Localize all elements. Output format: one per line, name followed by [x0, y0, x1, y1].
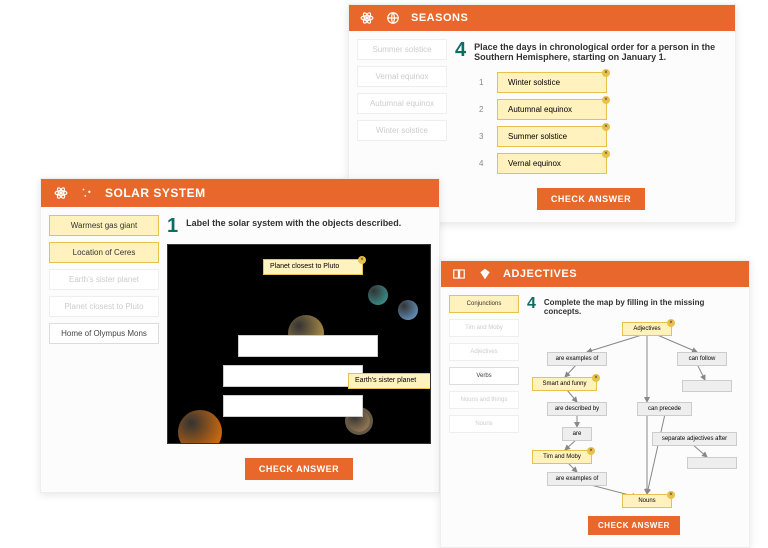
- adjectives-question-row: 4 Complete the map by filling in the mis…: [527, 295, 741, 316]
- sidebar-item[interactable]: Vernal equinox: [357, 66, 447, 87]
- sidebar-item[interactable]: Autumnal equinox: [357, 93, 447, 114]
- planet: [368, 285, 388, 305]
- question-text: Complete the map by filling in the missi…: [544, 295, 741, 316]
- dropzone[interactable]: Planet closest to Pluto×: [263, 259, 363, 275]
- sidebar-item[interactable]: Verbs: [449, 367, 519, 385]
- check-answer-button[interactable]: CHECK ANSWER: [245, 458, 353, 480]
- solar-header: SOLAR SYSTEM: [41, 179, 439, 207]
- sidebar-item[interactable]: Conjunctions: [449, 295, 519, 313]
- check-answer-button[interactable]: CHECK ANSWER: [537, 188, 645, 210]
- sidebar-item[interactable]: Tim and Moby: [449, 319, 519, 337]
- solar-sidebar: Warmest gas giant Location of Ceres Earth'…: [49, 215, 159, 484]
- concept-node: are examples of: [547, 352, 607, 366]
- concept-node[interactable]: Tim and Moby×: [532, 450, 592, 464]
- remove-icon[interactable]: ×: [667, 491, 675, 499]
- atom-icon: [53, 185, 69, 201]
- planet: [398, 300, 418, 320]
- sidebar-item[interactable]: Adjectives: [449, 343, 519, 361]
- sidebar-item[interactable]: Summer solstice: [357, 39, 447, 60]
- seasons-order-list: 1 Winter solstice× 2 Autumnal equinox× 3 Summ…: [479, 72, 727, 174]
- adjectives-header: ADJECTIVES: [441, 261, 749, 287]
- order-slot[interactable]: Vernal equinox×: [497, 153, 607, 174]
- order-slot[interactable]: Autumnal equinox×: [497, 99, 607, 120]
- dropzone[interactable]: [238, 335, 378, 357]
- solar-question-row: 1 Label the solar system with the object…: [167, 215, 431, 238]
- sparkle-icon: [79, 185, 95, 201]
- order-row: 4 Vernal equinox×: [479, 153, 727, 174]
- concept-node[interactable]: Nouns×: [622, 494, 672, 508]
- concept-node: can precede: [637, 402, 692, 416]
- planet: [178, 410, 222, 444]
- adjectives-panel: ADJECTIVES Conjunctions Tim and Moby Adjec…: [440, 260, 750, 548]
- concept-node: can follow: [677, 352, 727, 366]
- seasons-question-row: 4 Place the days in chronological order …: [455, 39, 727, 62]
- remove-icon[interactable]: ×: [592, 374, 600, 382]
- sidebar-item[interactable]: Nouns and things: [449, 391, 519, 409]
- dropzone[interactable]: Earth's sister planet×: [348, 373, 431, 389]
- book-icon: [451, 266, 467, 282]
- order-row: 3 Summer solstice×: [479, 126, 727, 147]
- order-number: 3: [479, 132, 487, 141]
- concept-node[interactable]: [687, 457, 737, 469]
- order-slot[interactable]: Winter solstice×: [497, 72, 607, 93]
- order-row: 1 Winter solstice×: [479, 72, 727, 93]
- seasons-main: 4 Place the days in chronological order …: [455, 39, 727, 214]
- atom-icon: [359, 10, 375, 26]
- concept-node: are: [562, 427, 592, 441]
- concept-node: are examples of: [547, 472, 607, 486]
- adjectives-sidebar: Conjunctions Tim and Moby Adjectives Verbs N…: [449, 295, 519, 539]
- sidebar-item[interactable]: Winter solstice: [357, 120, 447, 141]
- sidebar-item[interactable]: Warmest gas giant: [49, 215, 159, 236]
- sidebar-item[interactable]: Earth's sister planet: [49, 269, 159, 290]
- solar-main: 1 Label the solar system with the object…: [167, 215, 431, 484]
- solar-body: Warmest gas giant Location of Ceres Earth'…: [41, 207, 439, 492]
- concept-map[interactable]: Adjectives× are examples of can follow Smar…: [527, 322, 741, 502]
- dropzone[interactable]: [223, 395, 363, 417]
- remove-icon[interactable]: ×: [667, 319, 675, 327]
- seasons-header: SEASONS: [349, 5, 735, 31]
- adjectives-main: 4 Complete the map by filling in the mis…: [527, 295, 741, 539]
- concept-node[interactable]: [682, 380, 732, 392]
- question-text: Place the days in chronological order fo…: [474, 39, 727, 62]
- adjectives-body: Conjunctions Tim and Moby Adjectives Verbs N…: [441, 287, 749, 547]
- remove-icon[interactable]: ×: [602, 150, 610, 158]
- question-text: Label the solar system with the objects …: [186, 215, 401, 228]
- concept-node[interactable]: Adjectives×: [622, 322, 672, 336]
- concept-node: are described by: [547, 402, 607, 416]
- order-number: 4: [479, 159, 487, 168]
- remove-icon[interactable]: ×: [587, 447, 595, 455]
- question-number: 4: [455, 39, 466, 62]
- solar-panel: SOLAR SYSTEM Warmest gas giant Location o…: [40, 178, 440, 493]
- question-number: 1: [167, 215, 178, 238]
- order-row: 2 Autumnal equinox×: [479, 99, 727, 120]
- sidebar-item[interactable]: Planet closest to Pluto: [49, 296, 159, 317]
- seasons-title: SEASONS: [411, 12, 468, 24]
- order-number: 2: [479, 105, 487, 114]
- solar-title: SOLAR SYSTEM: [105, 186, 206, 200]
- remove-icon[interactable]: ×: [602, 69, 610, 77]
- order-number: 1: [479, 78, 487, 87]
- question-number: 4: [527, 295, 536, 313]
- globe-icon: [385, 10, 401, 26]
- remove-icon[interactable]: ×: [358, 256, 366, 264]
- solar-drag-area[interactable]: Planet closest to Pluto× Earth's sister p…: [167, 244, 431, 444]
- concept-node: separate adjectives after: [652, 432, 737, 446]
- concept-node[interactable]: Smart and funny×: [532, 377, 597, 391]
- sidebar-item[interactable]: Location of Ceres: [49, 242, 159, 263]
- sidebar-item[interactable]: Nouns: [449, 415, 519, 433]
- check-answer-button[interactable]: CHECK ANSWER: [588, 516, 680, 535]
- remove-icon[interactable]: ×: [602, 96, 610, 104]
- diamond-icon: [477, 266, 493, 282]
- order-slot[interactable]: Summer solstice×: [497, 126, 607, 147]
- remove-icon[interactable]: ×: [602, 123, 610, 131]
- sidebar-item[interactable]: Home of Olympus Mons: [49, 323, 159, 344]
- dropzone[interactable]: [223, 365, 363, 387]
- adjectives-title: ADJECTIVES: [503, 268, 577, 280]
